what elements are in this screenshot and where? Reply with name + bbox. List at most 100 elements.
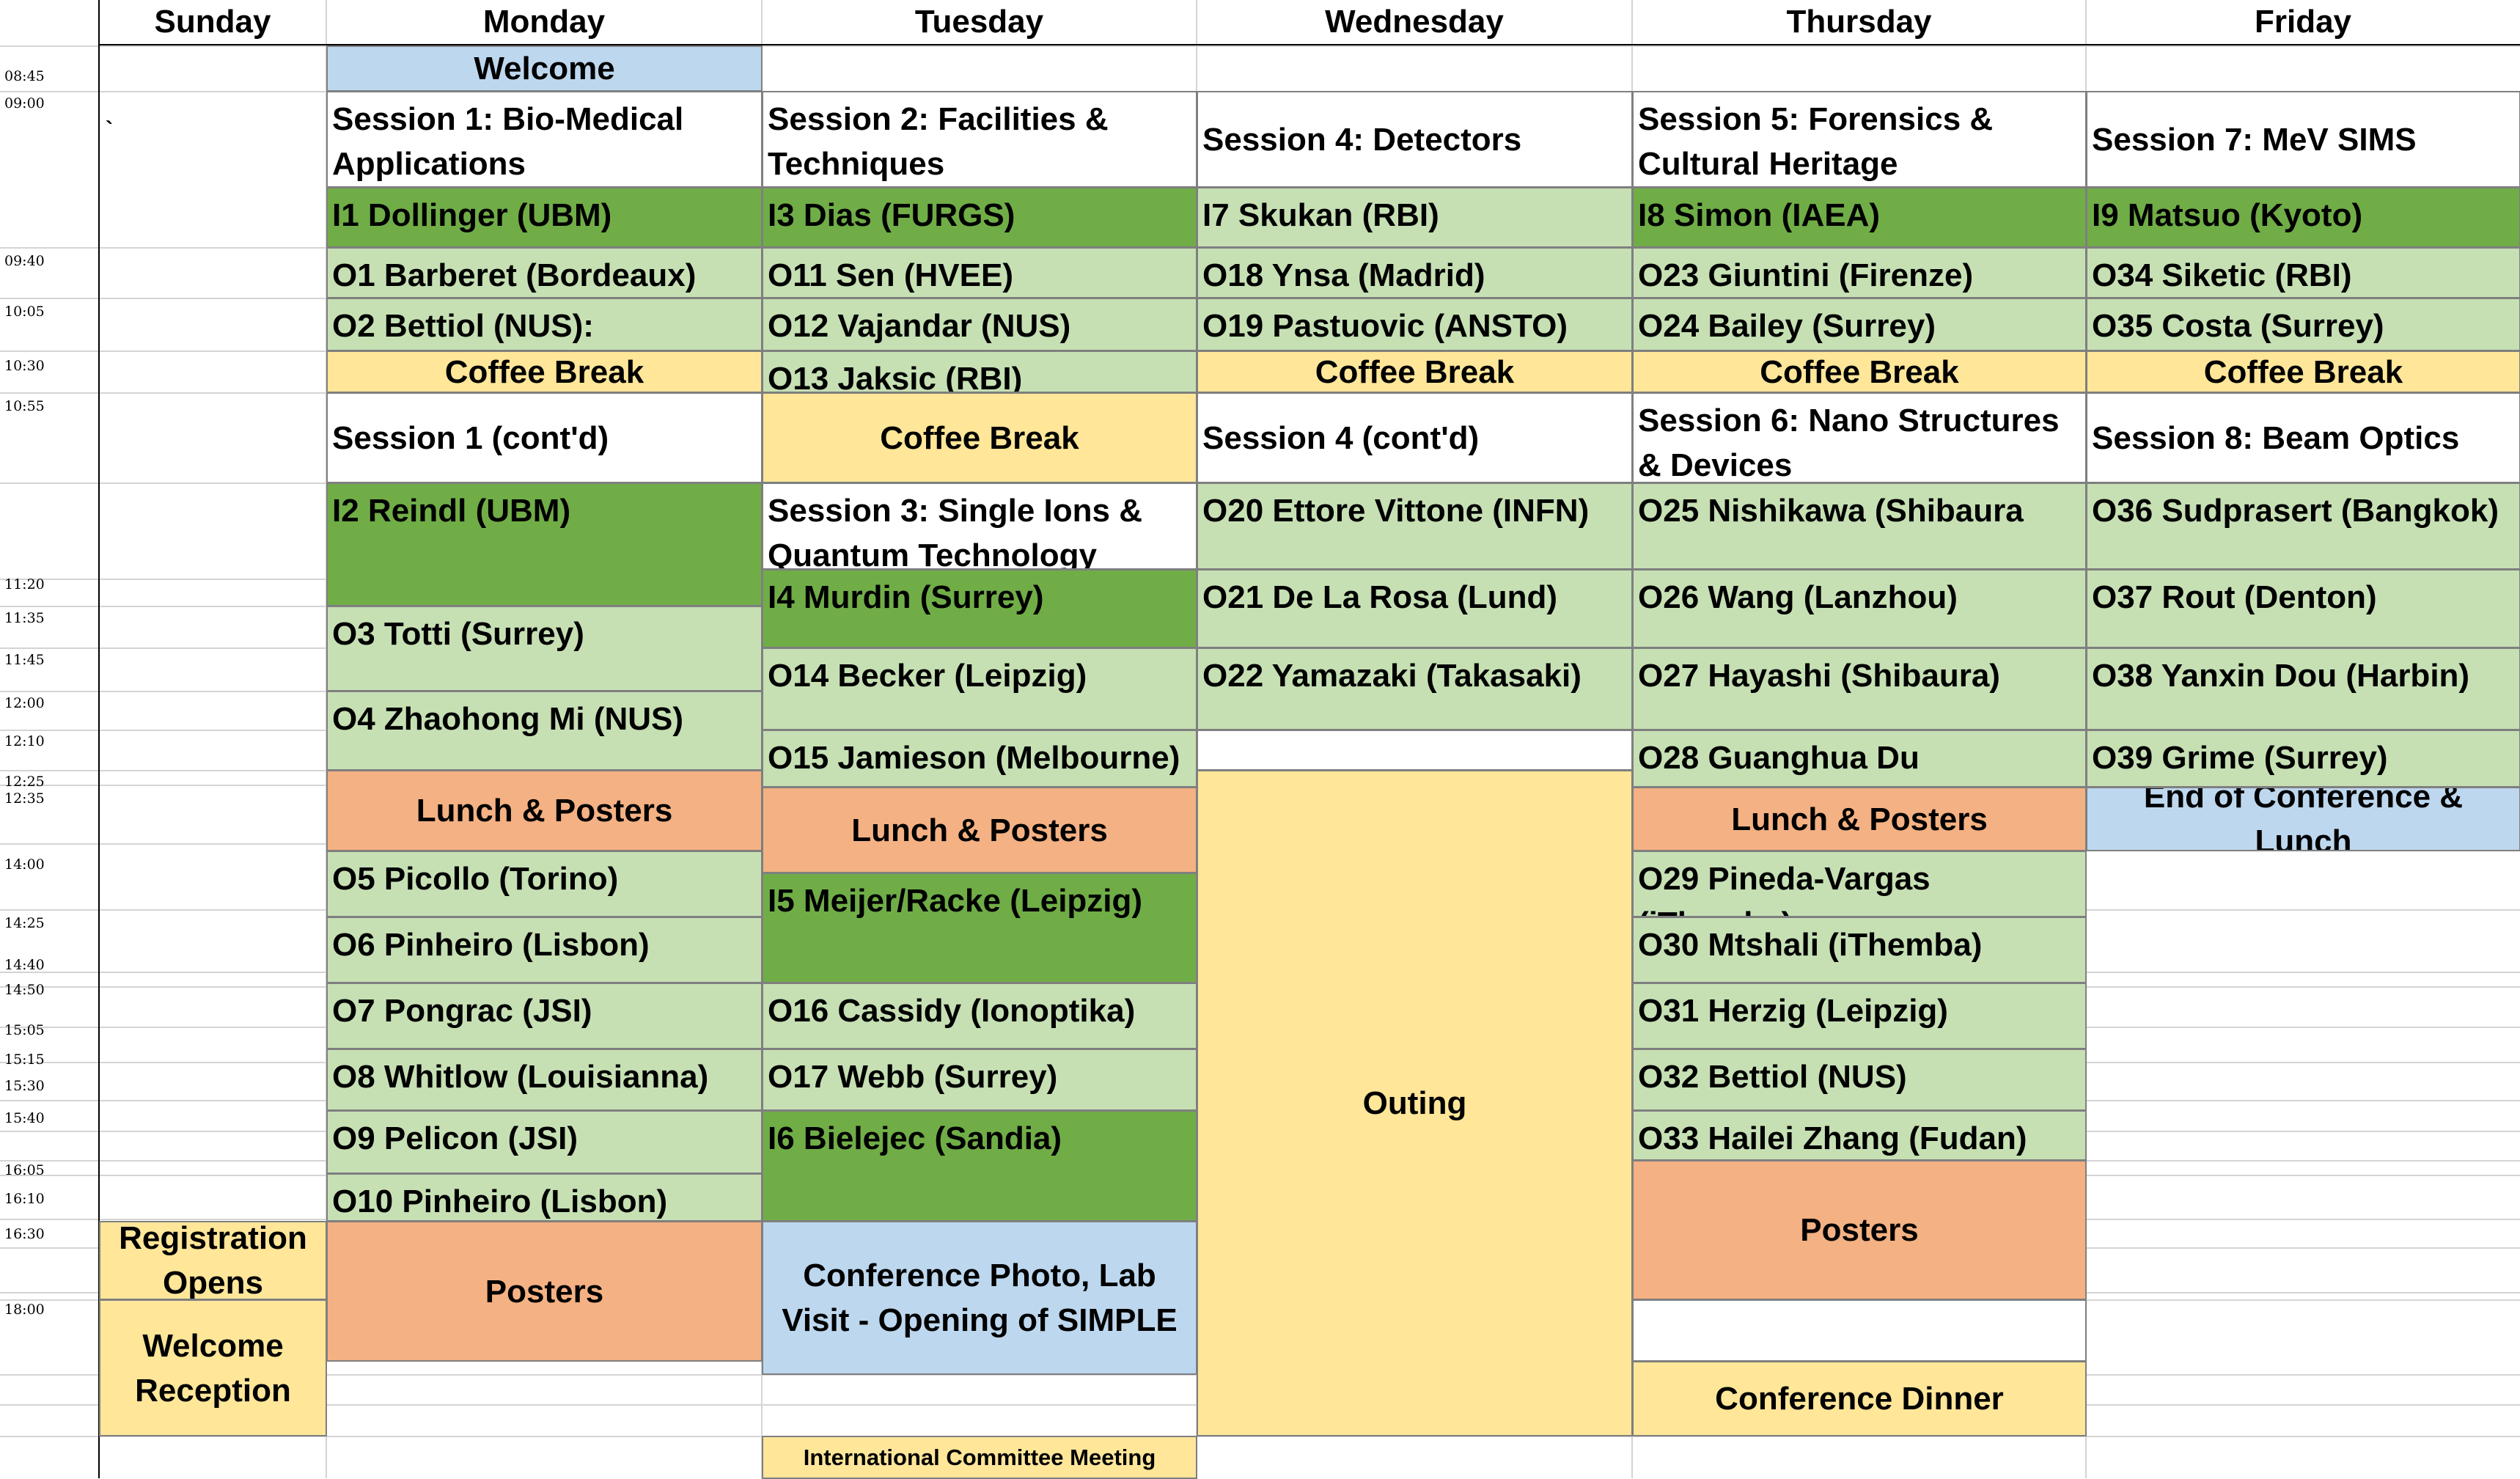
event-label: O16 Cassidy (Ionoptika): [768, 993, 1136, 1029]
event-tuesday-3[interactable]: O12 Vajandar (NUS): [762, 298, 1197, 351]
event-friday-10[interactable]: End of Conference & Lunch: [2086, 787, 2520, 851]
time-label: 10:05: [4, 304, 45, 320]
event-label: I4 Murdin (Surrey): [768, 579, 1044, 615]
event-tuesday-15[interactable]: Conference Photo, Lab Visit - Opening of…: [762, 1221, 1197, 1375]
event-label: I8 Simon (IAEA): [1638, 197, 1881, 233]
event-monday-17[interactable]: Posters: [326, 1221, 763, 1362]
event-label: Session 3: Single Ions & Quantum Technol…: [768, 493, 1143, 570]
event-tuesday-5[interactable]: Coffee Break: [762, 392, 1197, 483]
event-thursday-2[interactable]: O23 Giuntini (Firenze): [1632, 247, 2087, 298]
event-monday-15[interactable]: O9 Pelicon (JSI): [326, 1110, 763, 1174]
event-thursday-14[interactable]: O32 Bettiol (NUS): [1632, 1049, 2087, 1111]
event-monday-7[interactable]: I2 Reindl (UBM): [326, 482, 763, 606]
event-friday-1[interactable]: I9 Matsuo (Kyoto): [2086, 187, 2520, 248]
event-thursday-15[interactable]: O33 Hailei Zhang (Fudan): [1632, 1110, 2087, 1161]
event-monday-10[interactable]: Lunch & Posters: [326, 770, 763, 851]
event-tuesday-7[interactable]: I4 Murdin (Surrey): [762, 569, 1197, 648]
event-label: O1 Barberet (Bordeaux): [332, 257, 697, 293]
event-thursday-0[interactable]: Session 5: Forensics & Cultural Heritage: [1632, 91, 2087, 188]
event-label: O34 Siketic (RBI): [2092, 257, 2352, 293]
event-wednesday-1[interactable]: I7 Skukan (RBI): [1197, 187, 1633, 248]
event-thursday-3[interactable]: O24 Bailey (Surrey): [1632, 298, 2087, 351]
event-monday-13[interactable]: O7 Pongrac (JSI): [326, 983, 763, 1049]
event-tuesday-10[interactable]: Lunch & Posters: [762, 787, 1197, 873]
event-thursday-13[interactable]: O31 Herzig (Leipzig): [1632, 983, 2087, 1049]
event-label: Session 1: Bio-Medical Applications: [332, 101, 684, 182]
stray-mark: `: [106, 117, 113, 142]
event-label: O39 Grime (Surrey): [2092, 740, 2388, 776]
event-thursday-5[interactable]: Session 6: Nano Structures & Devices: [1632, 392, 2087, 483]
event-tuesday-11[interactable]: I5 Meijer/Racke (Leipzig): [762, 873, 1197, 983]
event-label: O31 Herzig (Leipzig): [1638, 993, 1948, 1029]
event-tuesday-13[interactable]: O17 Webb (Surrey): [762, 1049, 1197, 1111]
event-label: Coffee Break: [880, 419, 1079, 456]
event-monday-3[interactable]: O1 Barberet (Bordeaux): [326, 247, 763, 298]
event-tuesday-9[interactable]: O15 Jamieson (Melbourne): [762, 730, 1197, 788]
event-thursday-4[interactable]: Coffee Break: [1632, 351, 2087, 393]
event-label: O25 Nishikawa (Shibaura: [1638, 493, 2024, 529]
event-label: Conference Photo, Lab Visit - Opening of…: [782, 1258, 1178, 1338]
event-thursday-8[interactable]: O27 Hayashi (Shibaura): [1632, 647, 2087, 730]
event-wednesday-5[interactable]: Session 4 (cont'd): [1197, 392, 1633, 483]
event-tuesday-1[interactable]: I3 Dias (FURGS): [762, 187, 1197, 248]
event-wednesday-7[interactable]: O21 De La Rosa (Lund): [1197, 569, 1633, 648]
event-wednesday-9[interactable]: Outing: [1197, 770, 1633, 1436]
event-friday-4[interactable]: Coffee Break: [2086, 351, 2520, 393]
event-tuesday-14[interactable]: I6 Bielejec (Sandia): [762, 1110, 1197, 1222]
event-friday-9[interactable]: O39 Grime (Surrey): [2086, 730, 2520, 788]
event-label: Posters: [1800, 1212, 1919, 1248]
event-wednesday-2[interactable]: O18 Ynsa (Madrid): [1197, 247, 1633, 298]
event-monday-0[interactable]: Welcome: [326, 45, 763, 92]
event-thursday-11[interactable]: O29 Pineda-Vargas (iThemba): [1632, 851, 2087, 917]
event-monday-16[interactable]: O10 Pinheiro (Lisbon): [326, 1173, 763, 1222]
event-thursday-6[interactable]: O25 Nishikawa (Shibaura: [1632, 482, 2087, 570]
event-wednesday-6[interactable]: O20 Ettore Vittone (INFN): [1197, 482, 1633, 570]
event-monday-5[interactable]: Coffee Break: [326, 351, 763, 393]
event-monday-4[interactable]: O2 Bettiol (NUS):: [326, 298, 763, 351]
event-friday-7[interactable]: O37 Rout (Denton): [2086, 569, 2520, 648]
event-tuesday-4[interactable]: O13 Jaksic (RBI): [762, 351, 1197, 393]
event-thursday-1[interactable]: I8 Simon (IAEA): [1632, 187, 2087, 248]
event-tuesday-16[interactable]: International Committee Meeting: [762, 1436, 1197, 1479]
event-label: Session 4 (cont'd): [1202, 419, 1480, 456]
event-tuesday-8[interactable]: O14 Becker (Leipzig): [762, 647, 1197, 730]
event-friday-0[interactable]: Session 7: MeV SIMS: [2086, 91, 2520, 188]
event-friday-2[interactable]: O34 Siketic (RBI): [2086, 247, 2520, 298]
event-tuesday-6[interactable]: Session 3: Single Ions & Quantum Technol…: [762, 482, 1197, 570]
event-monday-12[interactable]: O6 Pinheiro (Lisbon): [326, 917, 763, 983]
event-wednesday-8[interactable]: O22 Yamazaki (Takasaki): [1197, 647, 1633, 730]
event-thursday-12[interactable]: O30 Mtshali (iThemba): [1632, 917, 2087, 983]
event-wednesday-4[interactable]: Coffee Break: [1197, 351, 1633, 393]
event-monday-1[interactable]: Session 1: Bio-Medical Applications: [326, 91, 763, 188]
event-label: Welcome: [474, 51, 615, 87]
event-friday-5[interactable]: Session 8: Beam Optics: [2086, 392, 2520, 483]
event-monday-2[interactable]: I1 Dollinger (UBM): [326, 187, 763, 248]
event-friday-6[interactable]: O36 Sudprasert (Bangkok): [2086, 482, 2520, 570]
time-label: 18:00: [4, 1302, 45, 1318]
event-monday-11[interactable]: O5 Picollo (Torino): [326, 851, 763, 917]
event-monday-8[interactable]: O3 Totti (Surrey): [326, 606, 763, 691]
event-label: Coffee Break: [444, 353, 644, 390]
event-monday-9[interactable]: O4 Zhaohong Mi (NUS): [326, 691, 763, 771]
event-tuesday-2[interactable]: O11 Sen (HVEE): [762, 247, 1197, 298]
event-wednesday-0[interactable]: Session 4: Detectors: [1197, 91, 1633, 188]
event-thursday-16[interactable]: Posters: [1632, 1160, 2087, 1300]
event-wednesday-3[interactable]: O19 Pastuovic (ANSTO): [1197, 298, 1633, 351]
event-thursday-10[interactable]: Lunch & Posters: [1632, 787, 2087, 851]
event-sunday-1[interactable]: Welcome Reception: [99, 1299, 327, 1436]
event-sunday-0[interactable]: Registration Opens: [99, 1221, 327, 1300]
event-friday-3[interactable]: O35 Costa (Surrey): [2086, 298, 2520, 351]
event-monday-6[interactable]: Session 1 (cont'd): [326, 392, 763, 483]
event-tuesday-0[interactable]: Session 2: Facilities & Techniques: [762, 91, 1197, 188]
event-friday-8[interactable]: O38 Yanxin Dou (Harbin): [2086, 647, 2520, 730]
event-thursday-9[interactable]: O28 Guanghua Du (Lanzhou): [1632, 730, 2087, 788]
event-thursday-7[interactable]: O26 Wang (Lanzhou): [1632, 569, 2087, 648]
event-label: O23 Giuntini (Firenze): [1638, 257, 1974, 293]
event-thursday-17[interactable]: Conference Dinner: [1632, 1361, 2087, 1436]
event-label: O35 Costa (Surrey): [2092, 308, 2384, 344]
event-label: I6 Bielejec (Sandia): [768, 1120, 1062, 1156]
event-tuesday-12[interactable]: O16 Cassidy (Ionoptika): [762, 983, 1197, 1049]
event-monday-14[interactable]: O8 Whitlow (Louisianna): [326, 1049, 763, 1111]
time-label: 14:00: [4, 856, 45, 873]
